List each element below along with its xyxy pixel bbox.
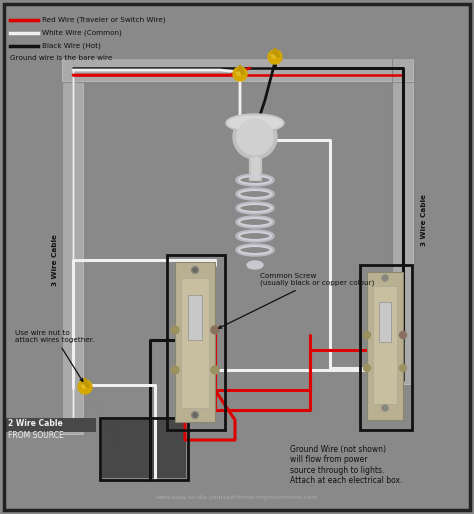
Text: White Wire (Common): White Wire (Common) xyxy=(42,30,122,36)
Bar xyxy=(63,59,413,81)
Bar xyxy=(188,295,202,340)
Circle shape xyxy=(382,405,388,411)
Wedge shape xyxy=(237,119,273,155)
Bar xyxy=(392,58,414,385)
Bar xyxy=(360,265,412,430)
Bar xyxy=(100,418,188,480)
Circle shape xyxy=(211,326,219,334)
Wedge shape xyxy=(268,50,282,64)
Bar xyxy=(393,59,413,384)
Circle shape xyxy=(171,366,179,374)
Wedge shape xyxy=(271,55,275,58)
Circle shape xyxy=(364,332,371,339)
Bar xyxy=(62,82,84,435)
Circle shape xyxy=(211,366,219,374)
Wedge shape xyxy=(236,72,240,75)
Wedge shape xyxy=(81,385,85,388)
Circle shape xyxy=(191,412,199,418)
Bar xyxy=(102,420,186,478)
Bar xyxy=(62,58,414,82)
Text: Ground Wire (not shown)
will flow from power
source through to lights.
Attach at: Ground Wire (not shown) will flow from p… xyxy=(290,445,402,485)
Circle shape xyxy=(171,326,179,334)
Bar xyxy=(175,262,215,422)
Text: FROM SOURCE: FROM SOURCE xyxy=(8,431,64,439)
Wedge shape xyxy=(233,67,247,81)
Ellipse shape xyxy=(228,116,282,130)
Bar xyxy=(373,286,397,404)
Circle shape xyxy=(191,266,199,273)
Text: Ground wire is the bare wire: Ground wire is the bare wire xyxy=(10,55,112,61)
Text: Common Screw
(usually black or copper colour): Common Screw (usually black or copper co… xyxy=(219,273,374,328)
Bar xyxy=(63,83,83,434)
Text: 3 Wire Cable: 3 Wire Cable xyxy=(52,234,58,286)
Bar xyxy=(181,278,209,408)
Bar xyxy=(249,155,261,180)
Circle shape xyxy=(364,364,371,372)
Bar xyxy=(379,302,391,342)
Bar xyxy=(4,418,96,432)
Circle shape xyxy=(400,332,407,339)
Polygon shape xyxy=(80,378,90,387)
Text: Black Wire (Hot): Black Wire (Hot) xyxy=(42,43,101,49)
Text: 3 Wire Cable: 3 Wire Cable xyxy=(421,194,427,246)
Bar xyxy=(167,255,225,430)
Polygon shape xyxy=(235,65,245,74)
Text: Use wire nut to
attach wires together.: Use wire nut to attach wires together. xyxy=(15,330,94,381)
Text: Red Wire (Traveler or Switch Wire): Red Wire (Traveler or Switch Wire) xyxy=(42,17,165,23)
Ellipse shape xyxy=(247,261,263,269)
Circle shape xyxy=(400,364,407,372)
Bar xyxy=(251,157,259,179)
Circle shape xyxy=(193,268,197,272)
Ellipse shape xyxy=(226,114,284,132)
Polygon shape xyxy=(270,48,280,57)
Circle shape xyxy=(382,275,388,281)
Circle shape xyxy=(193,413,197,417)
Text: www.easy-to-diy-yourself-home-improvements.com: www.easy-to-diy-yourself-home-improvemen… xyxy=(156,495,318,501)
Bar xyxy=(367,272,403,420)
Wedge shape xyxy=(78,380,92,394)
Text: 2 Wire Cable: 2 Wire Cable xyxy=(8,419,63,429)
Wedge shape xyxy=(233,115,277,159)
